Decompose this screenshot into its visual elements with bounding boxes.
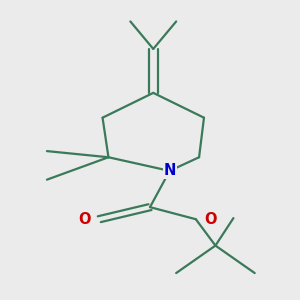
Text: N: N (164, 164, 176, 178)
Text: O: O (78, 212, 91, 227)
Text: O: O (204, 212, 217, 227)
